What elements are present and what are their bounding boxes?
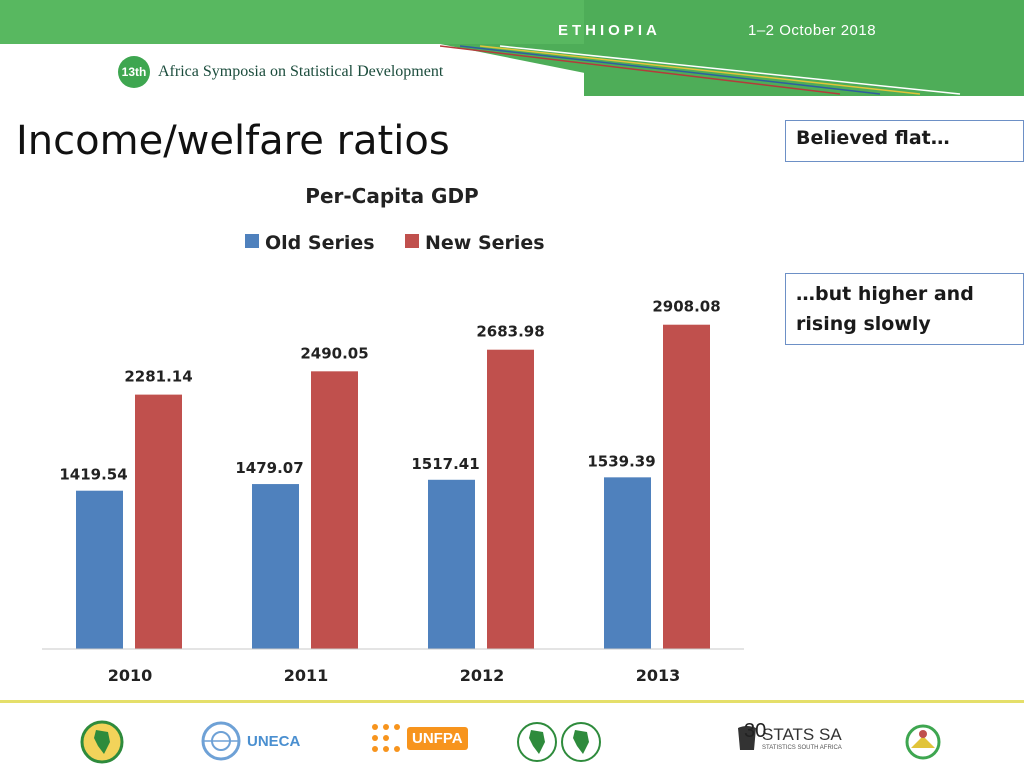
chart-title: Per-Capita GDP: [305, 184, 478, 208]
data-label-old-2011: 1479.07: [235, 459, 303, 477]
bar-old-2010: [76, 490, 123, 649]
uneca-label: UNECA: [247, 732, 301, 750]
data-label-old-2013: 1539.39: [587, 452, 655, 470]
symposium-logo: 13th Africa Symposia on Statistical Deve…: [118, 56, 443, 88]
note-higher-rising: …but higher and rising slowly: [785, 273, 1024, 345]
unfpa-dots-icon: [372, 724, 400, 752]
symposium-number-badge: 13th: [118, 56, 150, 88]
bar-old-2011: [252, 484, 299, 649]
african-union-emblem-icon: [80, 720, 124, 764]
ethiopia-logo: [903, 722, 943, 762]
x-tick-label-2011: 2011: [284, 666, 329, 685]
african-union-logo: [80, 720, 124, 764]
header-stripes: [440, 44, 1024, 96]
legend-label-new: New Series: [425, 232, 545, 254]
stats-sa-label: STATS SA: [762, 725, 842, 744]
note-line-1: …but higher and: [796, 283, 974, 305]
data-label-new-2013: 2908.08: [652, 298, 720, 316]
africa-map-emblem-icon: [517, 722, 601, 762]
data-label-old-2012: 1517.41: [411, 455, 479, 473]
unfpa-label: UNFPA: [407, 726, 468, 750]
footer-logos: UNECA UNFPA STATS SA STATISTICS SOUTH AF…: [0, 712, 1024, 768]
ethiopia-emblem-icon: [905, 724, 941, 760]
data-label-old-2010: 1419.54: [59, 466, 127, 484]
x-tick-label-2012: 2012: [460, 666, 505, 685]
bar-new-2011: [311, 371, 358, 649]
header-banner: ETHIOPIA 1–2 October 2018 13th Africa Sy…: [0, 0, 1024, 100]
legend-swatch-new: [405, 234, 419, 248]
stats-sa-emblem-icon: [738, 726, 756, 750]
un-emblem-icon: [201, 721, 241, 761]
data-label-new-2011: 2490.05: [300, 344, 368, 362]
footer-divider: [0, 700, 1024, 703]
unfpa-logo: UNFPA: [370, 722, 468, 754]
page-number: 30: [744, 720, 767, 742]
note-line-2: rising slowly: [796, 313, 931, 335]
stats-sa-logo: STATS SA STATISTICS SOUTH AFRICA: [736, 724, 842, 752]
legend-swatch-old: [245, 234, 259, 248]
afdb-logos: [515, 720, 605, 764]
chart-legend: Old Series New Series: [245, 232, 545, 254]
stats-sa-sublabel: STATISTICS SOUTH AFRICA: [762, 745, 842, 751]
data-label-new-2012: 2683.98: [476, 323, 544, 341]
x-tick-label-2013: 2013: [636, 666, 681, 685]
slide-title: Income/welfare ratios: [16, 118, 450, 164]
legend-label-old: Old Series: [265, 232, 375, 254]
symposium-title: Africa Symposia on Statistical Developme…: [158, 63, 444, 80]
x-tick-label-2010: 2010: [108, 666, 153, 685]
bar-old-2012: [428, 479, 475, 649]
chart-bars: 1419.54 2281.14 2010 1479.07 2490.05 2011 1517…: [59, 298, 720, 685]
data-label-new-2010: 2281.14: [124, 368, 192, 386]
uneca-logo: UNECA: [200, 720, 300, 762]
per-capita-gdp-chart: Per-Capita GDP Old Series New Series 141…: [42, 184, 744, 685]
bar-new-2012: [487, 349, 534, 649]
note-believed-flat: Believed flat…: [785, 120, 1024, 162]
header-dates: 1–2 October 2018: [748, 22, 877, 39]
bar-new-2010: [135, 394, 182, 649]
bar-old-2013: [604, 477, 651, 649]
header-country: ETHIOPIA: [558, 22, 661, 39]
bar-new-2013: [663, 324, 710, 649]
